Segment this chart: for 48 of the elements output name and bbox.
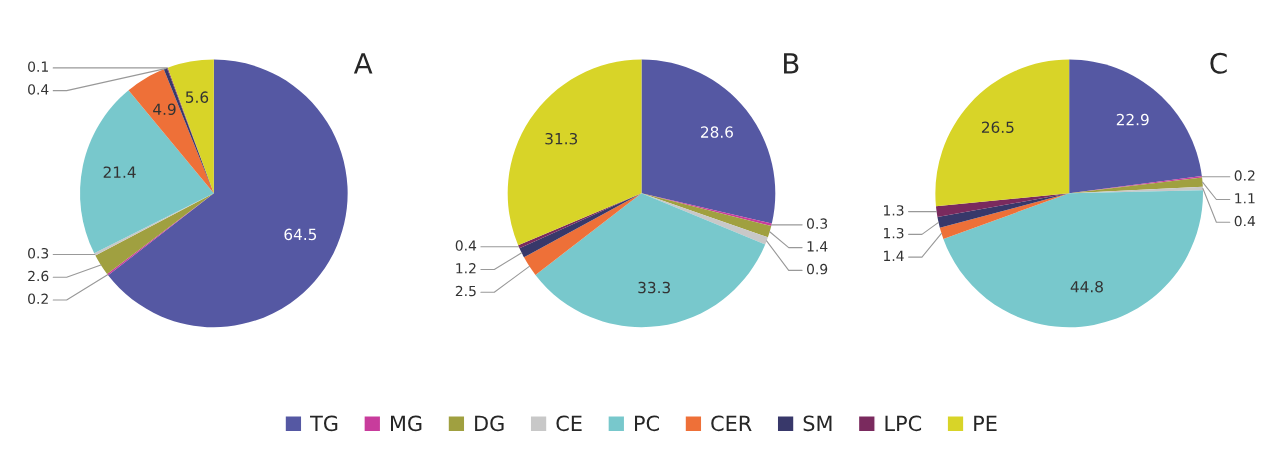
data-label: 1.3 xyxy=(884,227,904,239)
data-label: 33.3 xyxy=(638,281,670,294)
pie-slice xyxy=(935,59,1070,207)
chart-title: A xyxy=(353,53,373,74)
data-label: 1.4 xyxy=(807,241,828,252)
data-label: 1.3 xyxy=(884,205,904,216)
data-label: 0.4 xyxy=(1234,215,1256,227)
pie-slice xyxy=(523,193,642,275)
pie-slice xyxy=(507,59,642,246)
chart-title: C xyxy=(1210,52,1227,74)
legend-label: SM xyxy=(803,415,832,432)
pie-slice xyxy=(535,193,766,328)
pie-slice xyxy=(937,193,1070,228)
data-label: 31.3 xyxy=(545,132,578,145)
pie-slice xyxy=(641,59,776,224)
pie-slice xyxy=(1069,59,1202,194)
data-label: 0.4 xyxy=(455,240,477,251)
legend-label: TG xyxy=(310,415,338,432)
legend-label: CER xyxy=(711,415,752,432)
data-label: 28.6 xyxy=(701,126,733,138)
legend-label: PC xyxy=(635,415,659,432)
data-label: 0.4 xyxy=(28,84,49,95)
data-label: 2.5 xyxy=(455,285,476,297)
pie-slice xyxy=(943,190,1203,328)
data-label: 44.8 xyxy=(1070,280,1103,293)
data-label: 1.1 xyxy=(1235,193,1255,204)
data-label: 4.9 xyxy=(153,103,176,116)
legend-label: PE xyxy=(974,415,997,431)
data-label: 0.3 xyxy=(28,248,49,259)
chart-title: B xyxy=(784,53,799,74)
legend-label: MG xyxy=(391,415,422,432)
data-label: 22.9 xyxy=(1116,113,1149,126)
data-label: 1.2 xyxy=(456,263,476,274)
data-label: 26.5 xyxy=(981,121,1014,133)
data-label: 0.2 xyxy=(1234,170,1255,181)
legend-label: DG xyxy=(475,415,504,432)
data-label: 0.2 xyxy=(28,293,48,305)
legend-label: LPC xyxy=(885,415,922,432)
data-label: 5.6 xyxy=(186,91,209,103)
data-label: 0.1 xyxy=(28,61,48,72)
data-label: 1.4 xyxy=(884,250,904,261)
pie-slice xyxy=(80,90,214,254)
data-label: 0.9 xyxy=(807,263,828,275)
legend-label: CE xyxy=(556,415,582,432)
data-label: 21.4 xyxy=(103,166,136,178)
data-label: 0.3 xyxy=(807,218,828,229)
data-label: 2.6 xyxy=(28,270,49,282)
data-label: 64.5 xyxy=(284,228,317,241)
